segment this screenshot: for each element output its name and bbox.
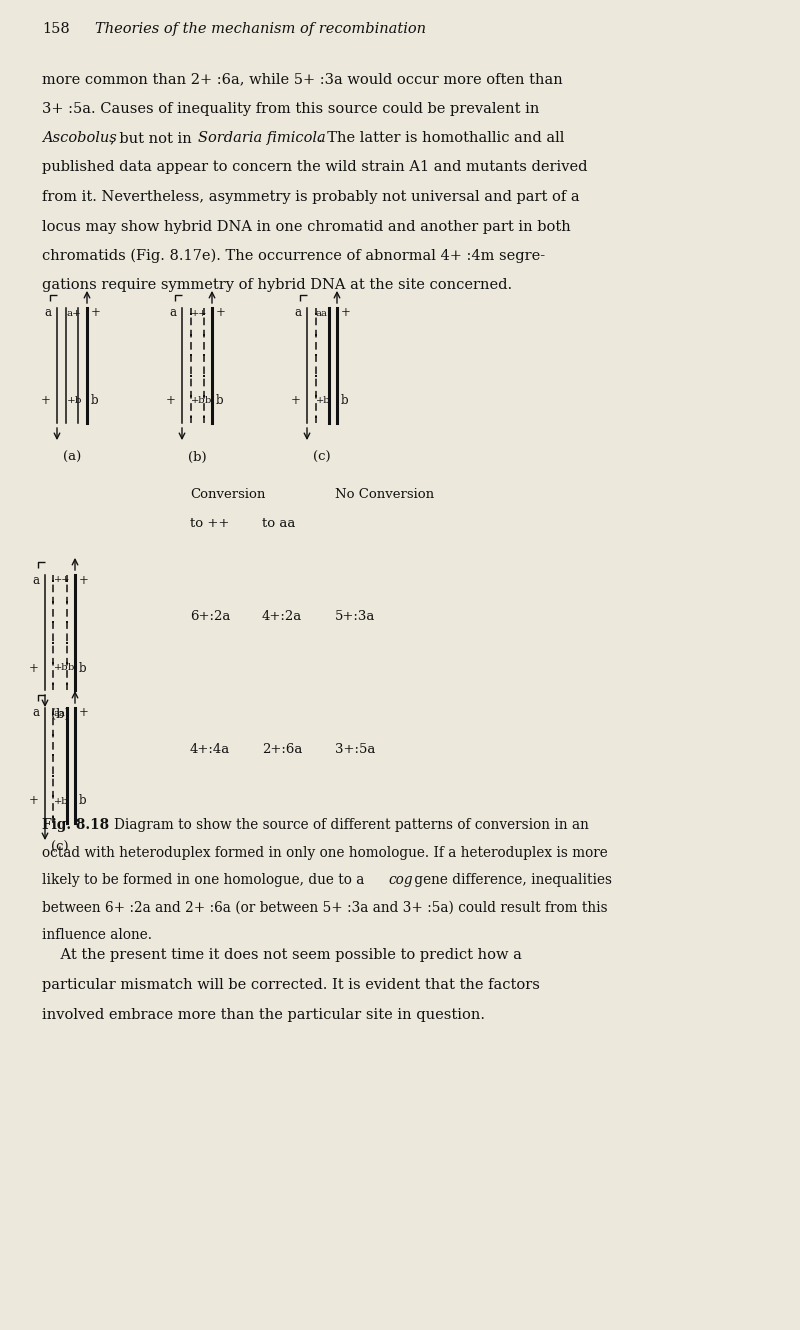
Text: to ++: to ++ (190, 517, 230, 529)
Text: b: b (79, 794, 86, 807)
Text: (c): (c) (313, 451, 331, 464)
Text: (b): (b) (50, 708, 70, 721)
Text: b: b (79, 661, 86, 674)
Text: from it. Nevertheless, asymmetry is probably not universal and part of a: from it. Nevertheless, asymmetry is prob… (42, 190, 580, 203)
Text: likely to be formed in one homologue, due to a: likely to be formed in one homologue, du… (42, 872, 369, 887)
Text: Diagram to show the source of different patterns of conversion in an: Diagram to show the source of different … (114, 818, 589, 833)
Text: b: b (67, 664, 74, 673)
Text: 3+:5a: 3+:5a (335, 743, 375, 755)
Text: gene difference, inequalities: gene difference, inequalities (410, 872, 612, 887)
Text: 158: 158 (42, 23, 70, 36)
Text: b: b (341, 395, 349, 407)
Text: b: b (91, 395, 98, 407)
Text: +: + (216, 306, 226, 319)
Text: a: a (32, 706, 39, 720)
Text: aa: aa (316, 309, 328, 318)
Text: published data appear to concern the wild strain A1 and mutants derived: published data appear to concern the wil… (42, 161, 587, 174)
Text: ++: ++ (191, 309, 207, 318)
Text: +b: +b (316, 396, 330, 406)
Text: a: a (169, 306, 176, 319)
Text: between 6+ :2a and 2+ :6a (or between 5+ :3a and 3+ :5a) could result from this: between 6+ :2a and 2+ :6a (or between 5+… (42, 900, 608, 915)
Text: +: + (291, 395, 301, 407)
Text: 4+:4a: 4+:4a (190, 743, 230, 755)
Text: locus may show hybrid DNA in one chromatid and another part in both: locus may show hybrid DNA in one chromat… (42, 219, 570, 234)
Text: Conversion: Conversion (190, 488, 266, 501)
Text: +: + (341, 306, 351, 319)
Text: +b: +b (191, 396, 206, 406)
Text: +: + (166, 395, 176, 407)
Text: +b: +b (54, 797, 69, 806)
Text: (a): (a) (63, 451, 81, 464)
Text: a: a (32, 573, 39, 587)
Text: gations require symmetry of hybrid DNA at the site concerned.: gations require symmetry of hybrid DNA a… (42, 278, 512, 293)
Text: . The latter is homothallic and all: . The latter is homothallic and all (318, 130, 565, 145)
Text: 5+:3a: 5+:3a (335, 610, 375, 622)
Text: +b: +b (54, 664, 69, 673)
Text: more common than 2+ :6a, while 5+ :3a would occur more often than: more common than 2+ :6a, while 5+ :3a wo… (42, 72, 562, 86)
Text: Sordaria fimicola: Sordaria fimicola (198, 130, 326, 145)
Text: , but not in: , but not in (110, 130, 197, 145)
Text: 2+:6a: 2+:6a (262, 743, 302, 755)
Text: Fig. 8.18: Fig. 8.18 (42, 818, 109, 833)
Text: octad with heteroduplex formed in only one homologue. If a heteroduplex is more: octad with heteroduplex formed in only o… (42, 846, 608, 859)
Text: +: + (79, 573, 89, 587)
Text: +: + (29, 794, 39, 807)
Text: (b): (b) (188, 451, 206, 464)
Text: 6+:2a: 6+:2a (190, 610, 230, 622)
Text: a+: a+ (66, 309, 82, 318)
Text: (c): (c) (51, 841, 69, 854)
Text: a: a (44, 306, 51, 319)
Text: 3+ :5a. Causes of inequality from this source could be prevalent in: 3+ :5a. Causes of inequality from this s… (42, 101, 539, 116)
Text: aa: aa (54, 709, 66, 717)
Text: particular mismatch will be corrected. It is evident that the factors: particular mismatch will be corrected. I… (42, 978, 540, 992)
Text: No Conversion: No Conversion (335, 488, 434, 501)
Text: +: + (41, 395, 51, 407)
Text: +: + (91, 306, 101, 319)
Text: a: a (294, 306, 301, 319)
Text: cog: cog (388, 872, 413, 887)
Text: 4+:2a: 4+:2a (262, 610, 302, 622)
Text: +b: +b (66, 396, 82, 406)
Text: Ascobolus: Ascobolus (42, 130, 117, 145)
Text: influence alone.: influence alone. (42, 928, 152, 942)
Text: b: b (216, 395, 224, 407)
Text: to aa: to aa (262, 517, 295, 529)
Text: ++: ++ (54, 576, 70, 584)
Text: At the present time it does not seem possible to predict how a: At the present time it does not seem pos… (42, 948, 522, 962)
Text: chromatids (Fig. 8.17e). The occurrence of abnormal 4+ :4m segre-: chromatids (Fig. 8.17e). The occurrence … (42, 249, 545, 263)
Text: b: b (205, 396, 211, 406)
Text: +: + (29, 661, 39, 674)
Text: involved embrace more than the particular site in question.: involved embrace more than the particula… (42, 1008, 485, 1021)
Text: Theories of the mechanism of recombination: Theories of the mechanism of recombinati… (95, 23, 426, 36)
Text: +: + (79, 706, 89, 720)
